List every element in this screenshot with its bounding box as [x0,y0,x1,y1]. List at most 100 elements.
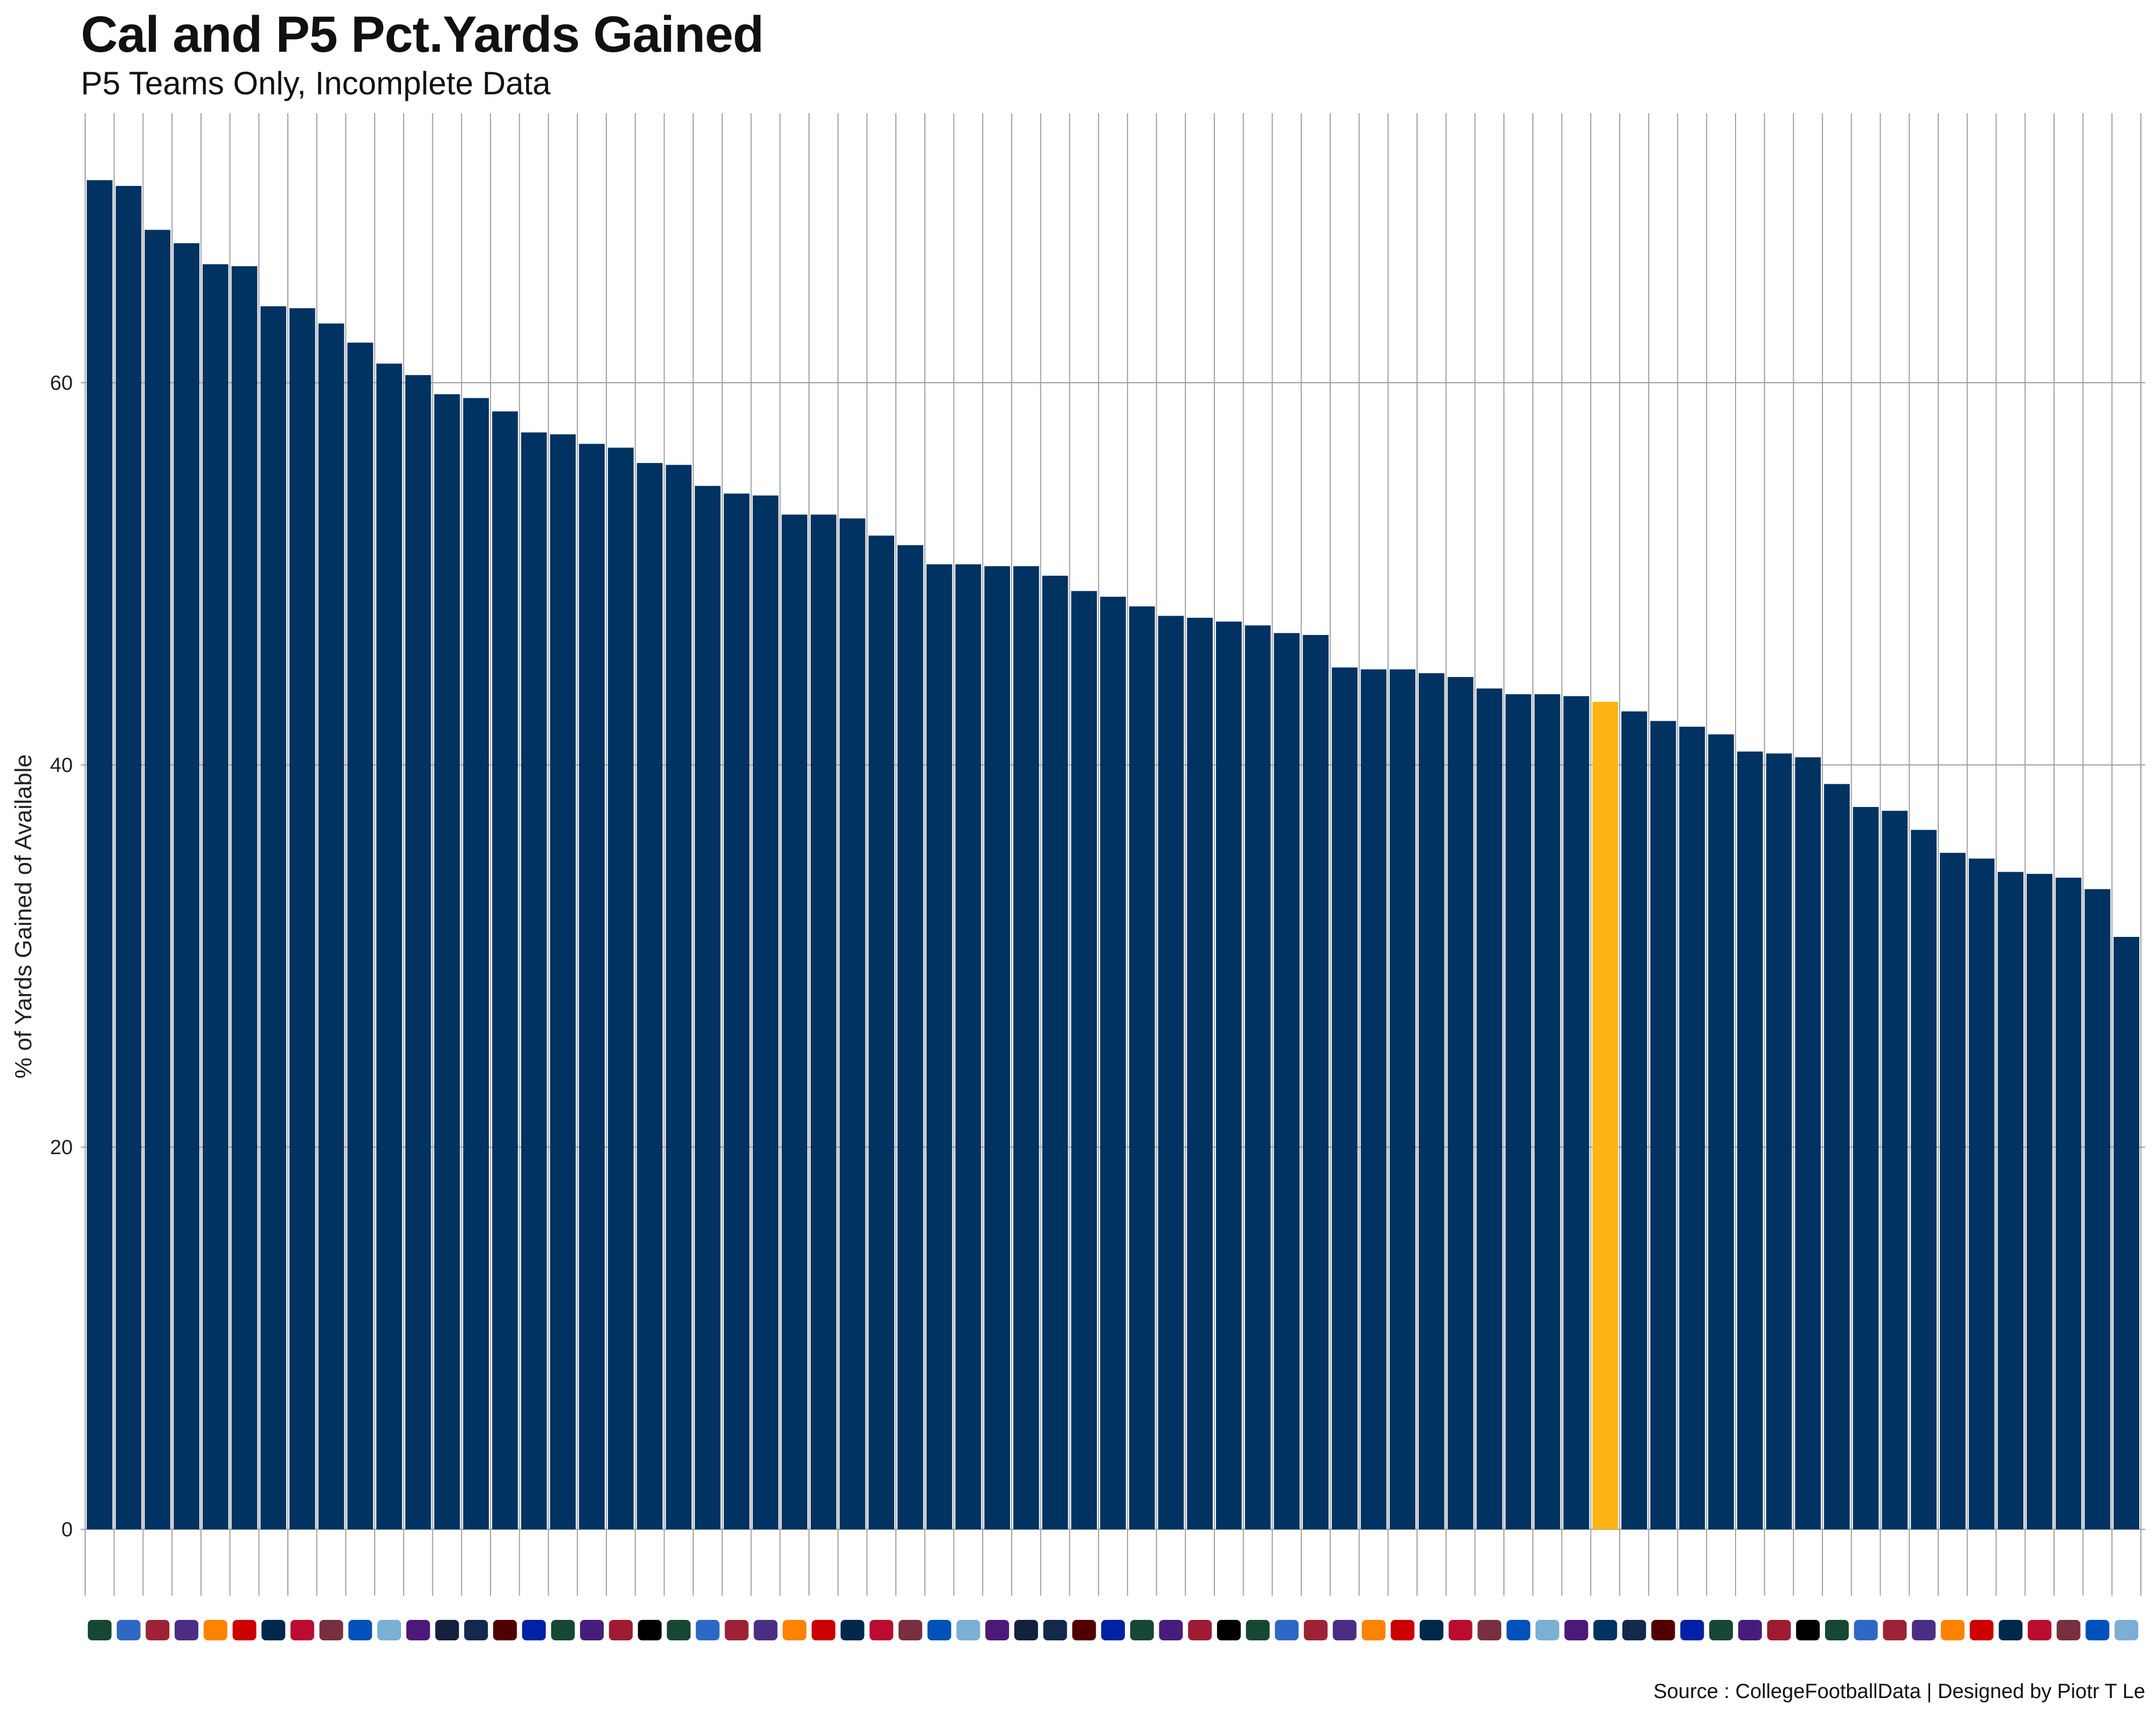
team-logo-icon [1448,1620,1473,1640]
team-logo-icon [522,1620,546,1640]
team-logo-icon [754,1620,778,1640]
chart-title: Cal and P5 Pct.Yards Gained [81,6,764,63]
team-logo-icon [1796,1620,1820,1640]
bar [231,266,258,1529]
bar [521,432,547,1530]
bar [1968,858,1995,1529]
bar [839,518,866,1530]
team-logo-icon [609,1620,633,1640]
team-logo-icon [638,1620,662,1640]
team-logo-icon [2028,1620,2051,1640]
team-logo-icon [2085,1620,2110,1640]
bar [144,230,171,1530]
team-logo-icon [1130,1620,1154,1640]
team-logo-icon [1680,1620,1704,1640]
team-logo-icon [1043,1620,1067,1640]
bar [1882,811,1908,1529]
bar [1447,677,1474,1529]
bar [1679,727,1705,1529]
bar [115,185,142,1530]
team-logo-icon [724,1620,749,1640]
bar [637,463,663,1529]
bar-highlighted [1592,702,1619,1529]
team-logo-icon [203,1620,227,1640]
team-logo-icon [1651,1620,1675,1640]
team-logo-icon [1419,1620,1443,1640]
bar [1737,751,1763,1529]
team-logo-icon [1825,1620,1849,1640]
bar [811,514,837,1529]
bar [174,243,199,1530]
bar [1390,669,1415,1529]
team-logo-icon [695,1620,720,1640]
team-logo-icon [1883,1620,1907,1640]
bar [1419,673,1445,1529]
team-logo-icon [1188,1620,1212,1640]
bar [376,363,402,1529]
bar [1505,694,1531,1529]
team-logo-icon [319,1620,343,1640]
team-logo-icon [1854,1620,1878,1640]
bar [2084,889,2111,1529]
bar [1708,734,1734,1529]
y-axis: 0 20 40 60 [50,372,73,1541]
team-logo-icon [1709,1620,1733,1640]
bar [752,495,779,1530]
bar [1013,566,1039,1529]
team-logo-icon [261,1620,286,1640]
bar [2027,874,2053,1529]
bar [1042,576,1068,1529]
bar [1824,784,1850,1529]
bar [1158,616,1184,1529]
team-logo-icon [1535,1620,1559,1640]
bar [1853,807,1879,1529]
team-logo-icon [1767,1620,1791,1640]
bar [1071,591,1097,1529]
bar [1795,757,1821,1529]
team-logo-icon [811,1620,835,1640]
team-logo-icon [1101,1620,1125,1640]
bar [984,566,1010,1529]
bar [347,342,374,1529]
team-logo-icon [87,1620,112,1640]
team-logo-icon [1391,1620,1415,1640]
team-logo-icon [1477,1620,1502,1640]
team-logo-icon [146,1620,170,1640]
team-logos [87,1620,2139,1640]
team-logo-icon [1912,1620,1936,1640]
y-tick-label: 0 [61,1519,73,1541]
team-logo-icon [464,1620,488,1640]
team-logo-icon [1564,1620,1588,1640]
bar [1187,618,1213,1529]
bar [695,486,721,1529]
bar [579,444,605,1529]
bar [318,323,344,1529]
bar [868,535,895,1529]
bar [607,447,634,1529]
bar [666,465,692,1529]
bar [87,180,113,1530]
team-logo-icon [1999,1620,2023,1640]
bar [782,514,807,1529]
team-logo-icon [783,1620,807,1640]
team-logo-icon [1014,1620,1038,1640]
bar [1303,634,1329,1529]
team-logo-icon [175,1620,198,1640]
y-tick-label: 20 [50,1136,73,1159]
bar [1129,606,1155,1529]
team-logo-icon [290,1620,314,1640]
team-logo-icon [985,1620,1010,1640]
bar [434,394,460,1529]
team-logo-icon [580,1620,604,1640]
team-logo-icon [1217,1620,1241,1640]
grid-layer [81,113,2145,1596]
bar [492,411,518,1530]
bar [1216,622,1242,1529]
bar [1621,711,1647,1529]
team-logo-icon [1072,1620,1096,1640]
bar [955,564,982,1529]
bar [926,564,952,1529]
team-logo-icon [667,1620,691,1640]
bar [2055,878,2082,1529]
bars-layer [87,180,2139,1530]
